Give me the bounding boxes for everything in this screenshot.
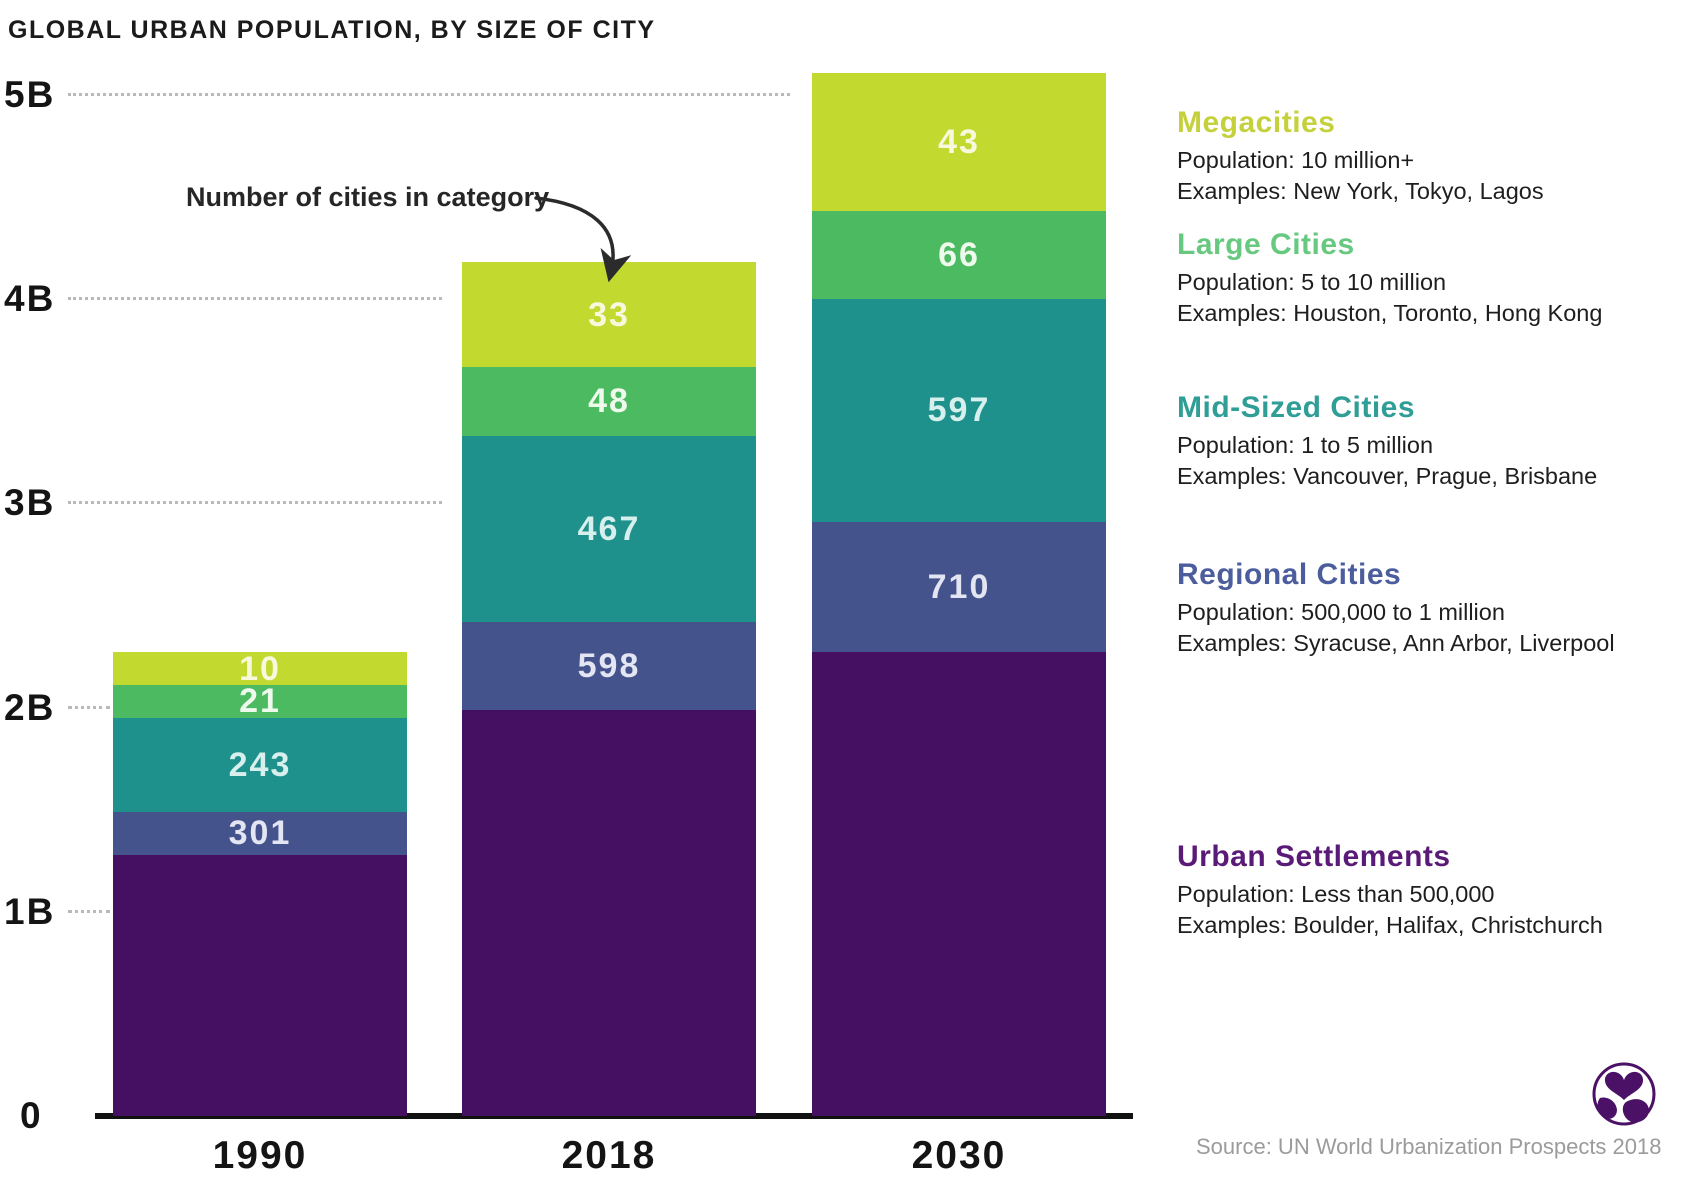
legend-item-mid-sized-cities: Mid-Sized Cities Population: 1 to 5 milli…: [1177, 391, 1677, 492]
gridline-2B: [68, 705, 110, 709]
legend-item-large-cities: Large Cities Population: 5 to 10 million E…: [1177, 228, 1677, 329]
segment-city-count: 66: [938, 236, 980, 275]
bar-segment-2030-mid-sized-cities: 597: [812, 299, 1106, 522]
y-axis-label-1B: 1B: [4, 890, 56, 932]
bar-1990: 10 21 243 301: [113, 652, 407, 1116]
bar-segment-1990-urban-settlements: [113, 854, 407, 1116]
legend-population: Population: 5 to 10 million: [1177, 269, 1447, 295]
segment-city-count: 243: [228, 745, 292, 784]
segment-city-count: 301: [228, 814, 292, 853]
bar-segment-2018-mid-sized-cities: 467: [462, 436, 756, 622]
segment-city-count: 43: [938, 122, 980, 161]
bar-segment-2018-large-cities: 48: [462, 366, 756, 436]
legend-title: Large Cities: [1177, 228, 1355, 261]
y-axis-label-5B: 5B: [4, 74, 56, 115]
legend-examples: Examples: Vancouver, Prague, Brisbane: [1177, 463, 1598, 489]
bar-segment-2030-large-cities: 66: [812, 211, 1106, 300]
bar-segment-1990-regional-cities: 301: [113, 811, 407, 855]
bar-2018: 33 48 467 598: [462, 262, 756, 1116]
legend-examples: Examples: Syracuse, Ann Arbor, Liverpool: [1177, 630, 1615, 656]
legend-item-urban-settlements: Urban Settlements Population: Less than 5…: [1177, 840, 1677, 941]
gridline-5B: [68, 93, 790, 96]
legend-item-megacities: Megacities Population: 10 million+ Example…: [1177, 106, 1677, 207]
segment-city-count: 48: [588, 382, 630, 421]
legend-title: Urban Settlements: [1177, 840, 1451, 873]
legend-population: Population: 500,000 to 1 million: [1177, 599, 1505, 625]
x-axis-label-1990: 1990: [212, 1134, 308, 1177]
y-axis-label-4B: 4B: [4, 278, 56, 320]
legend-title: Megacities: [1177, 106, 1336, 139]
bar-2030: 43 66 597 710: [812, 72, 1106, 1116]
legend-population: Population: Less than 500,000: [1177, 881, 1495, 907]
y-axis-label-0: 0: [20, 1095, 43, 1136]
segment-city-count: 710: [927, 568, 991, 607]
bar-segment-2030-urban-settlements: [812, 652, 1106, 1116]
visual-capitalist-logo-icon: [1592, 1062, 1656, 1126]
gridline-3B: [68, 501, 442, 505]
annotation-arrow-icon: [534, 196, 632, 283]
bar-segment-1990-megacities: 10: [113, 649, 407, 688]
y-axis-label-3B: 3B: [4, 482, 56, 524]
legend-examples: Examples: Boulder, Halifax, Christchurch: [1177, 912, 1603, 938]
segment-city-count: 33: [588, 295, 630, 334]
gridline-4B: [68, 297, 442, 301]
legend-title: Mid-Sized Cities: [1177, 391, 1416, 424]
y-axis-label-2B: 2B: [4, 686, 56, 728]
x-axis-line: [95, 1113, 1133, 1119]
bar-segment-2018-regional-cities: 598: [462, 621, 756, 710]
page-title: GLOBAL URBAN POPULATION, BY SIZE OF CITY: [8, 16, 656, 44]
legend-examples: Examples: Houston, Toronto, Hong Kong: [1177, 300, 1603, 326]
legend-examples: Examples: New York, Tokyo, Lagos: [1177, 178, 1544, 204]
bar-segment-2030-regional-cities: 710: [812, 521, 1106, 653]
x-axis-label-2030: 2030: [911, 1134, 1007, 1177]
segment-city-count: 597: [927, 391, 991, 430]
annotation-label: Number of cities in category: [186, 182, 550, 212]
segment-city-count: 21: [239, 682, 281, 721]
bar-segment-1990-mid-sized-cities: 243: [113, 717, 407, 812]
x-axis-label-2018: 2018: [561, 1134, 657, 1177]
segment-city-count: 598: [577, 646, 641, 685]
bar-segment-2030-megacities: 43: [812, 72, 1106, 212]
legend-title: Regional Cities: [1177, 558, 1402, 591]
gridline-1B: [68, 909, 110, 913]
source-text: Source: UN World Urbanization Prospects …: [1196, 1134, 1662, 1159]
legend-population: Population: 1 to 5 million: [1177, 432, 1434, 458]
legend-population: Population: 10 million+: [1177, 147, 1415, 173]
segment-city-count: 10: [239, 649, 281, 688]
bar-segment-2018-urban-settlements: [462, 709, 756, 1116]
legend-item-regional-cities: Regional Cities Population: 500,000 to 1 …: [1177, 558, 1677, 659]
segment-city-count: 467: [577, 509, 641, 548]
bar-segment-1990-large-cities: 21: [113, 682, 407, 721]
